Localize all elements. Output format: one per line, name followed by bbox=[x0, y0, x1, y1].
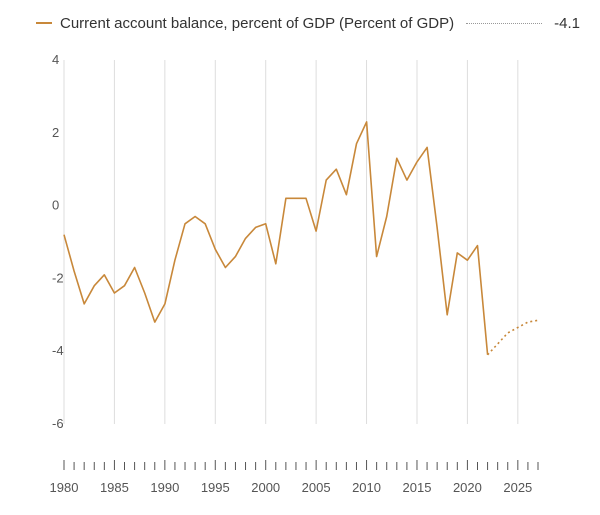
series-line-forecast bbox=[487, 319, 539, 356]
y-tick-label: -2 bbox=[52, 270, 64, 285]
x-tick-label: 2015 bbox=[403, 480, 432, 495]
legend-latest-value: -4.1 bbox=[554, 14, 580, 32]
series-lines bbox=[63, 121, 539, 356]
x-tick-label: 1995 bbox=[201, 480, 230, 495]
x-tick-label: 2000 bbox=[251, 480, 280, 495]
x-tick-label: 1985 bbox=[100, 480, 129, 495]
x-tick-label: 2025 bbox=[503, 480, 532, 495]
y-tick-label: -6 bbox=[52, 416, 64, 431]
grid-lines bbox=[63, 60, 519, 424]
x-tick-label: 1980 bbox=[50, 480, 79, 495]
x-axis: 1980 1985 1990 1995 2000 2005 2010 2015 2020 2025 bbox=[50, 460, 539, 495]
y-tick-label: 0 bbox=[52, 198, 59, 213]
x-tick-label: 2010 bbox=[352, 480, 381, 495]
y-tick-label: -4 bbox=[52, 343, 64, 358]
legend: Current account balance, percent of GDP … bbox=[36, 12, 580, 34]
y-tick-label: 2 bbox=[52, 125, 59, 140]
x-tick-label: 2020 bbox=[453, 480, 482, 495]
series-line-actual bbox=[63, 121, 489, 355]
y-tick-label: 4 bbox=[52, 52, 59, 67]
x-tick-label: 2005 bbox=[302, 480, 331, 495]
legend-label: Current account balance, percent of GDP … bbox=[60, 14, 455, 32]
legend-swatch bbox=[36, 22, 52, 24]
y-axis-ticks: 4 2 0 -2 -4 -6 bbox=[52, 52, 64, 431]
x-tick-label: 1990 bbox=[150, 480, 179, 495]
legend-leader-dots bbox=[466, 22, 543, 24]
